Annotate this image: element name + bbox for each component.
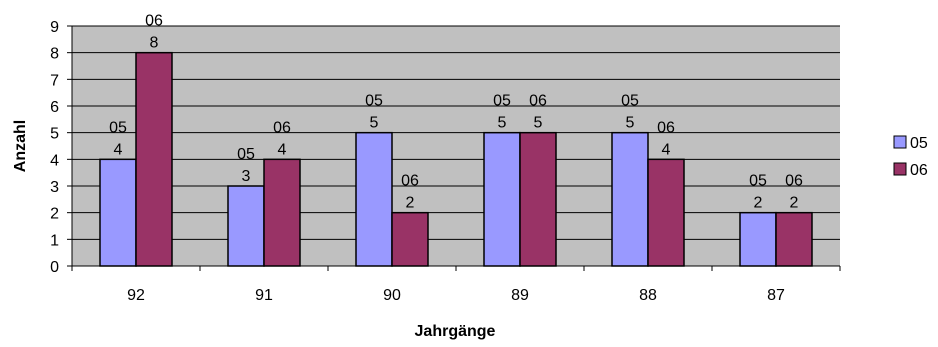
data-label-value: 2	[754, 195, 763, 212]
bar-06-89	[520, 133, 556, 266]
data-label-series: 06	[657, 119, 675, 136]
data-label-value: 4	[114, 141, 123, 158]
data-label-series: 05	[109, 119, 127, 136]
data-label-value: 4	[662, 141, 671, 158]
y-tick-label: 8	[50, 46, 59, 63]
data-label-value: 5	[534, 115, 543, 132]
y-tick-label: 2	[50, 206, 59, 223]
data-label-series: 06	[529, 93, 547, 110]
x-tick-labels: 92 91 90 89 88 87	[127, 287, 785, 304]
bar-06-87	[776, 213, 812, 266]
y-tick-label: 1	[50, 232, 59, 249]
x-tick-label: 92	[127, 287, 145, 304]
data-label-value: 5	[498, 115, 507, 132]
x-tick-label: 89	[511, 287, 529, 304]
y-tick-label: 7	[50, 72, 59, 89]
y-tick-label: 5	[50, 126, 59, 143]
bar-05-87	[740, 213, 776, 266]
data-label-value: 8	[150, 35, 159, 52]
data-label-value: 2	[406, 195, 415, 212]
bar-05-88	[612, 133, 648, 266]
data-label-series: 06	[145, 13, 163, 30]
x-axis-label: Jahrgänge	[415, 323, 496, 340]
bar-05-89	[484, 133, 520, 266]
data-label-value: 3	[242, 168, 251, 185]
data-label-series: 05	[237, 146, 255, 163]
plot-background	[72, 26, 840, 266]
legend-swatch-05	[894, 136, 906, 148]
y-tick-label: 6	[50, 99, 59, 116]
x-tick-label: 90	[383, 287, 401, 304]
bar-06-88	[648, 159, 684, 266]
x-tick-label: 88	[639, 287, 657, 304]
y-tick-label: 9	[50, 19, 59, 36]
data-label-series: 05	[493, 93, 511, 110]
bar-06-92	[136, 53, 172, 266]
data-label-value: 4	[278, 141, 287, 158]
bar-06-91	[264, 159, 300, 266]
data-label-series: 05	[621, 93, 639, 110]
bar-05-92	[100, 159, 136, 266]
bar-06-90	[392, 213, 428, 266]
data-label-value: 5	[370, 115, 379, 132]
legend-swatch-06	[894, 163, 906, 175]
y-tick-labels: 0 1 2 3 4 5 6 7 8 9	[50, 19, 59, 276]
y-tick-label: 4	[50, 152, 59, 169]
legend-label: 06	[910, 162, 928, 179]
y-axis-label: Anzahl	[12, 120, 29, 172]
x-tick-label: 87	[767, 287, 785, 304]
data-label-series: 05	[365, 93, 383, 110]
data-label-series: 05	[749, 173, 767, 190]
legend-label: 05	[910, 135, 928, 152]
data-label-value: 2	[790, 195, 799, 212]
data-label-value: 5	[626, 115, 635, 132]
data-label-series: 06	[401, 173, 419, 190]
bar-05-90	[356, 133, 392, 266]
data-label-series: 06	[273, 119, 291, 136]
y-tick-label: 3	[50, 179, 59, 196]
y-tick-label: 0	[50, 259, 59, 276]
plot-area	[72, 26, 840, 266]
bar-05-91	[228, 186, 264, 266]
x-tick-label: 91	[255, 287, 273, 304]
legend: 05 06	[894, 135, 928, 179]
data-label-series: 06	[785, 173, 803, 190]
